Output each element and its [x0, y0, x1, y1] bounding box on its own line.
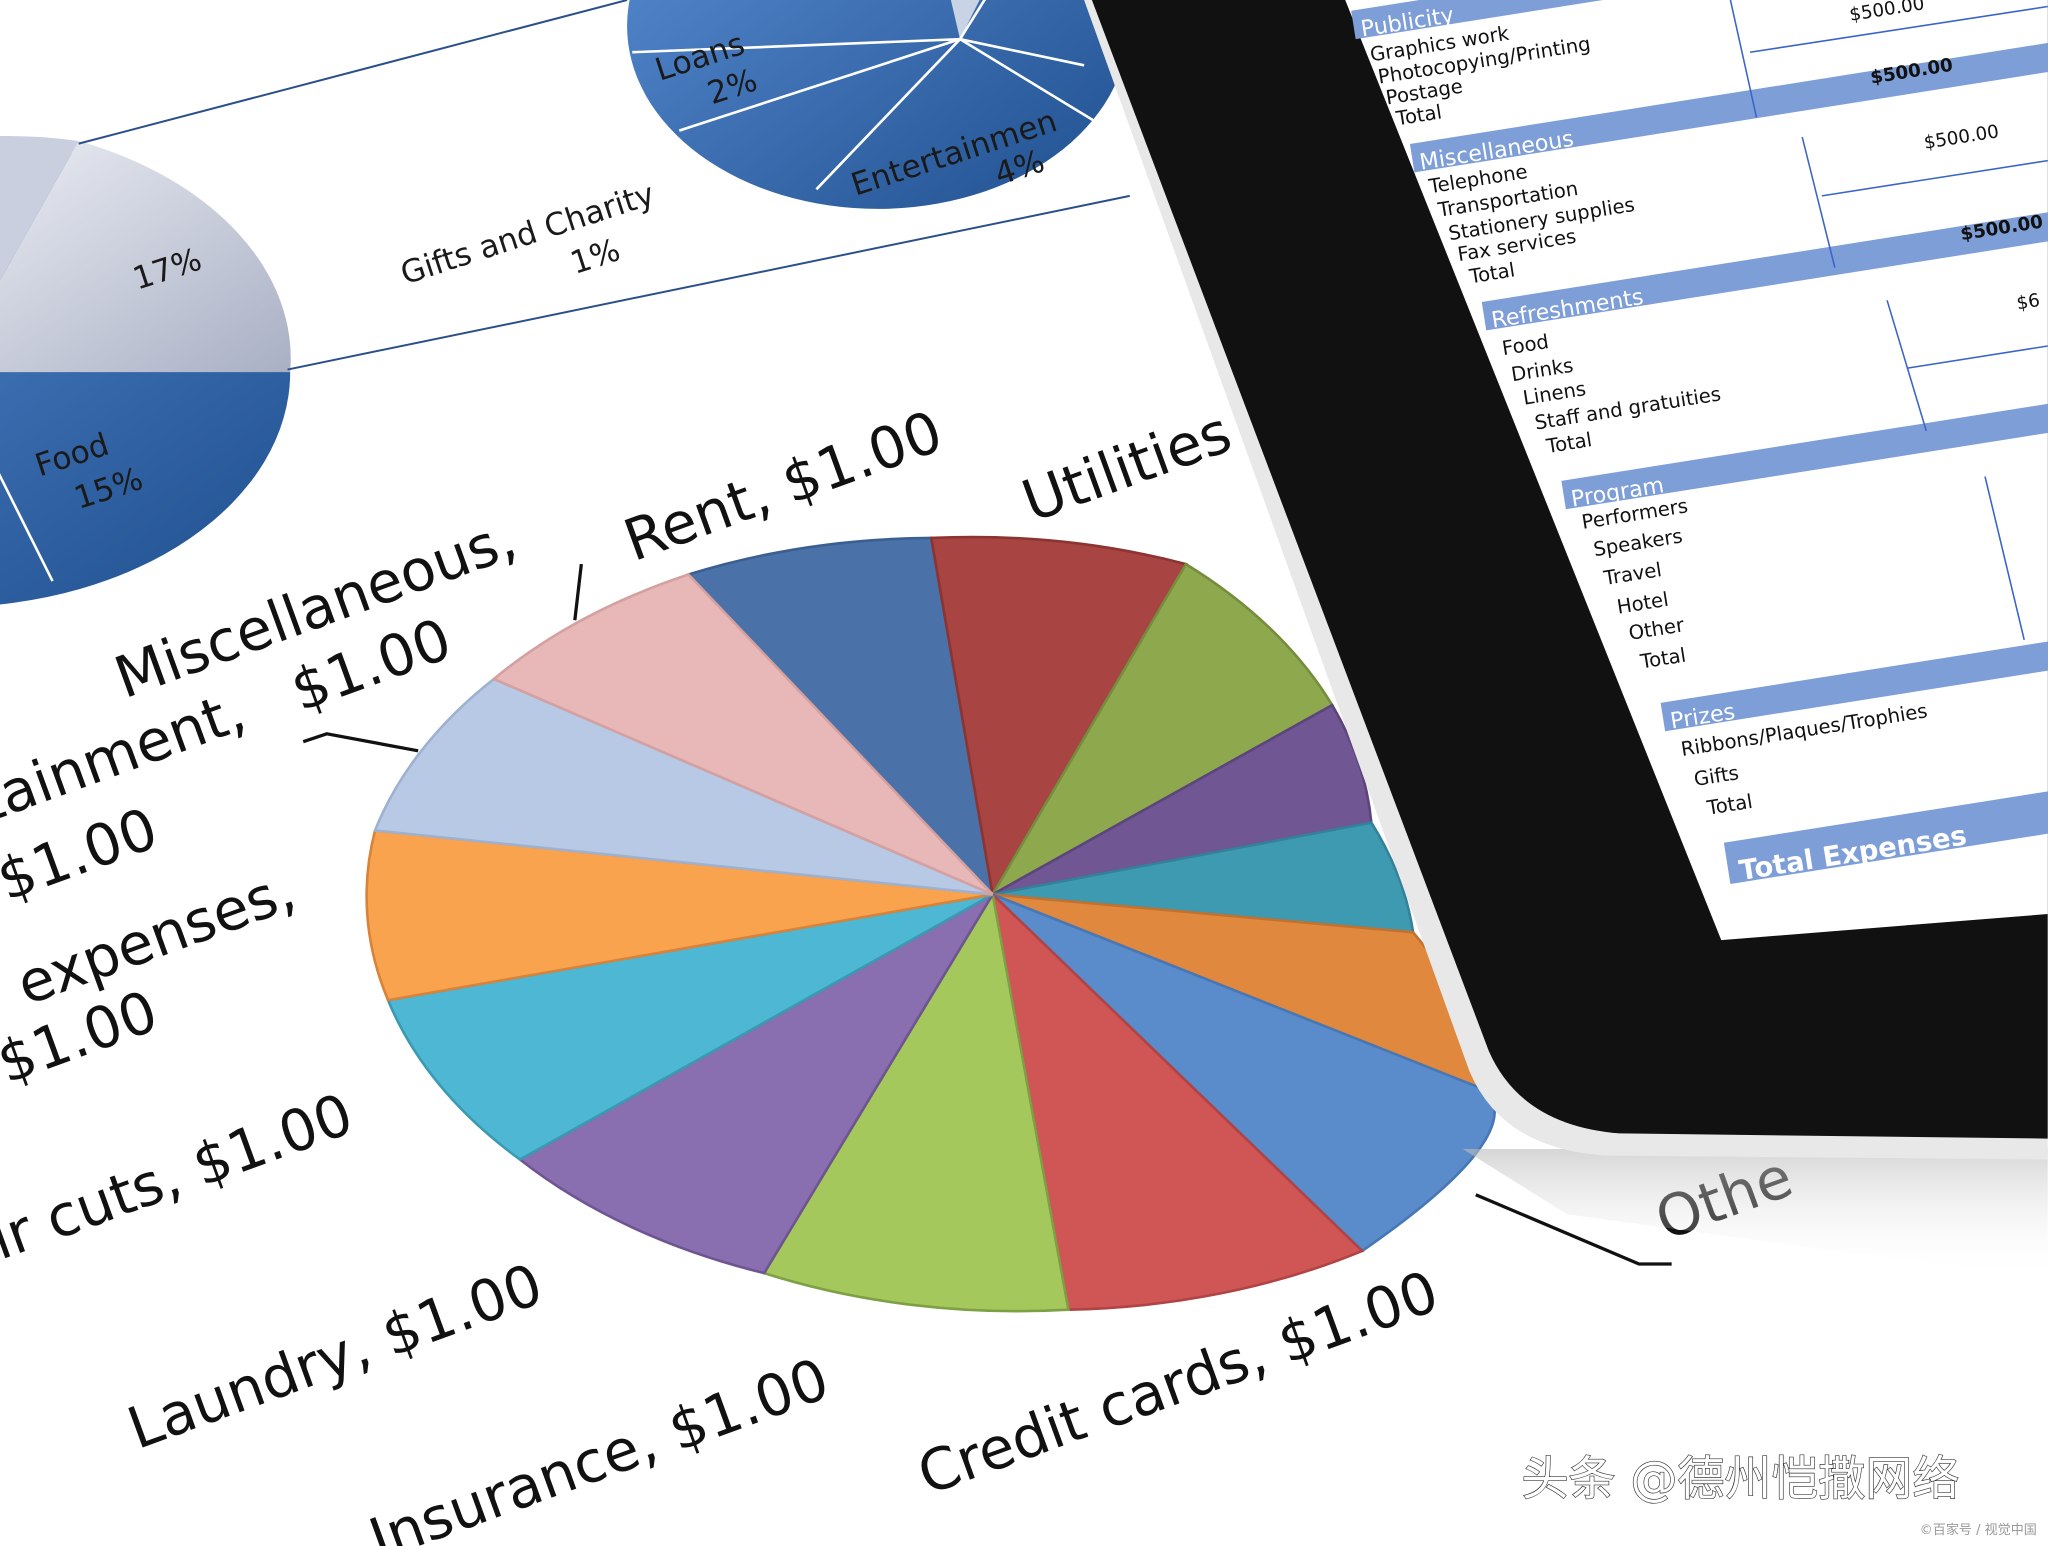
pie-slice [989, 562, 1334, 898]
grid-lines [1729, 0, 2048, 640]
pie-slice [386, 893, 994, 1162]
pie-slice [0, 141, 291, 373]
pie-slice [0, 135, 79, 281]
main-pie [365, 535, 1496, 1313]
pie-slice [373, 677, 994, 896]
slice-edges [632, 0, 1111, 191]
pie-slice [491, 573, 994, 896]
header-bars [1351, 0, 2048, 884]
pie-slice [762, 890, 1070, 1313]
leader-lines [302, 563, 1672, 1266]
credit: ©百家号 / 视觉中国 [1920, 1522, 2037, 1538]
slice-edge [0, 473, 54, 582]
pie-body [627, 0, 1129, 209]
watermark: 头条 @德州恺撒网络 [1521, 1452, 1959, 1507]
pie-slice [517, 890, 997, 1275]
connector [287, 194, 1130, 371]
top-left-pie: 17% Food 15% [0, 0, 1130, 605]
pie-slice [686, 536, 995, 899]
amount: $6 [2015, 290, 2041, 314]
pie-slice [990, 890, 1365, 1311]
tablet-shadow [1462, 1149, 2048, 1280]
pie-slice [950, 0, 980, 40]
pie-slice [992, 821, 1415, 934]
connector [78, 0, 628, 145]
pie-slice [365, 829, 993, 1002]
pie-slice [929, 535, 1188, 899]
